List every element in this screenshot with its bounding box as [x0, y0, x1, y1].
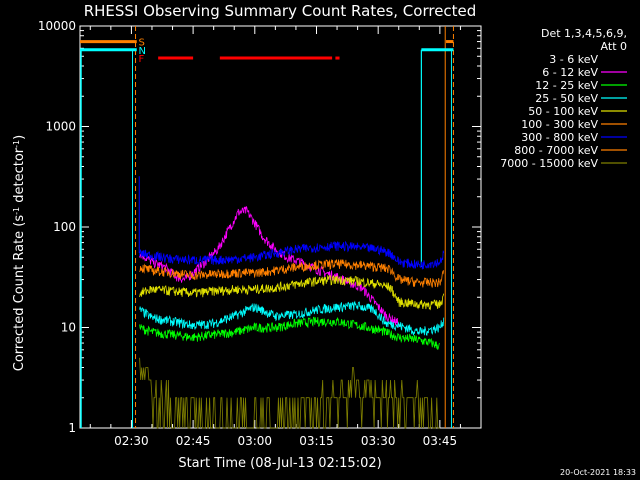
- legend-entry-label: 25 - 50 keV: [535, 92, 598, 105]
- legend-entry-label: 800 - 7000 keV: [514, 144, 598, 157]
- y-tick-label: 100: [53, 220, 76, 234]
- x-tick-label: 03:15: [299, 434, 334, 448]
- x-tick-label: 02:45: [176, 434, 211, 448]
- series-line: [139, 205, 399, 328]
- legend-entry-label: 3 - 6 keV: [549, 53, 598, 66]
- chart-title: RHESSI Observing Summary Count Rates, Co…: [84, 2, 477, 20]
- y-tick-label: 1: [68, 421, 76, 435]
- y-label-part: ): [12, 135, 27, 140]
- x-tick-label: 03:30: [361, 434, 396, 448]
- series-line: [139, 274, 445, 311]
- x-tick-label: 03:00: [237, 434, 272, 448]
- flag-letter-f: F: [139, 54, 145, 65]
- series-group: [138, 176, 445, 429]
- series-line: [139, 357, 440, 429]
- y-label-part: Corrected Count Rate (s: [12, 215, 27, 372]
- x-tick-label: 03:45: [423, 434, 458, 448]
- series-line: [139, 316, 440, 350]
- y-axis-label: Corrected Count Rate (s-1 detector-1): [12, 135, 28, 371]
- series-line: [139, 300, 445, 336]
- series-line: [139, 240, 445, 270]
- legend-entry-label: 12 - 25 keV: [535, 79, 598, 92]
- legend-entry-label: 100 - 300 keV: [521, 118, 598, 131]
- flag-letter-s: S: [139, 38, 145, 49]
- y-tick-label: 10: [61, 321, 76, 335]
- y-label-part: detector: [12, 147, 27, 207]
- y-tick-label: 10000: [38, 19, 76, 33]
- x-tick-label: 02:30: [114, 434, 149, 448]
- y-tick-label: 1000: [45, 120, 76, 134]
- legend-entry-label: 6 - 12 keV: [542, 66, 598, 79]
- series-line: [139, 258, 445, 288]
- legend-entry-label: 50 - 100 keV: [528, 105, 598, 118]
- footer-timestamp: 20-Oct-2021 18:33: [560, 468, 636, 477]
- y-label-superscript: -1: [12, 140, 21, 148]
- legend-header: Att 0: [601, 40, 627, 53]
- flag-letter-n: N: [139, 46, 146, 57]
- legend-entry-label: 7000 - 15000 keV: [500, 157, 598, 170]
- legend-entry-label: 300 - 800 keV: [521, 131, 598, 144]
- legend-header: Det 1,3,4,5,6,9,: [541, 27, 627, 40]
- y-label-superscript: -1: [12, 207, 21, 215]
- x-axis-label: Start Time (08-Jul-13 02:15:02): [178, 456, 381, 471]
- plot-area: 1 10 100 1000 10000 02:30 02:45 03:00 03:15 03:30…: [38, 19, 482, 448]
